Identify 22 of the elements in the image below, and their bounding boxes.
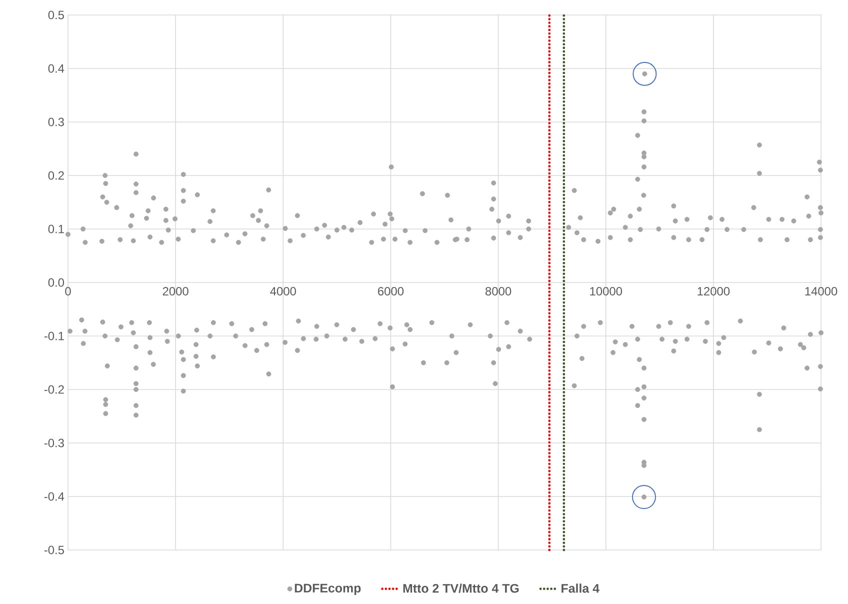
x-tick-label: 4000: [270, 287, 296, 296]
y-tick-label: -0.2: [44, 385, 64, 394]
y-tick-label: -0.4: [44, 492, 64, 501]
legend-label: Falla 4: [562, 584, 600, 593]
x-tick-label: 2000: [162, 287, 188, 296]
x-tick-label: 6000: [378, 287, 404, 296]
y-tick-label: 0.1: [48, 224, 64, 234]
y-tick-label: -0.5: [44, 546, 64, 554]
x-tick-label: 0: [65, 287, 71, 296]
y-tick-label: 0.0: [48, 278, 64, 287]
y-tick-label: -0.3: [44, 438, 64, 448]
y-tick-label: 0.3: [48, 118, 64, 126]
x-tick-label: 10000: [590, 287, 622, 296]
legend-label: Mtto 2 TV/Mtto 4 TG: [403, 584, 519, 593]
y-tick-label: -0.1: [44, 332, 64, 340]
x-tick-label: 12000: [698, 287, 730, 296]
y-tick-label: 0.2: [48, 171, 64, 180]
legend-label: DDFEcomp: [294, 584, 361, 595]
x-tick-label: 8000: [486, 287, 512, 296]
y-tick-label: 0.5: [48, 10, 64, 20]
y-tick-label: 0.4: [48, 64, 64, 73]
x-tick-label: 14000: [805, 287, 838, 296]
